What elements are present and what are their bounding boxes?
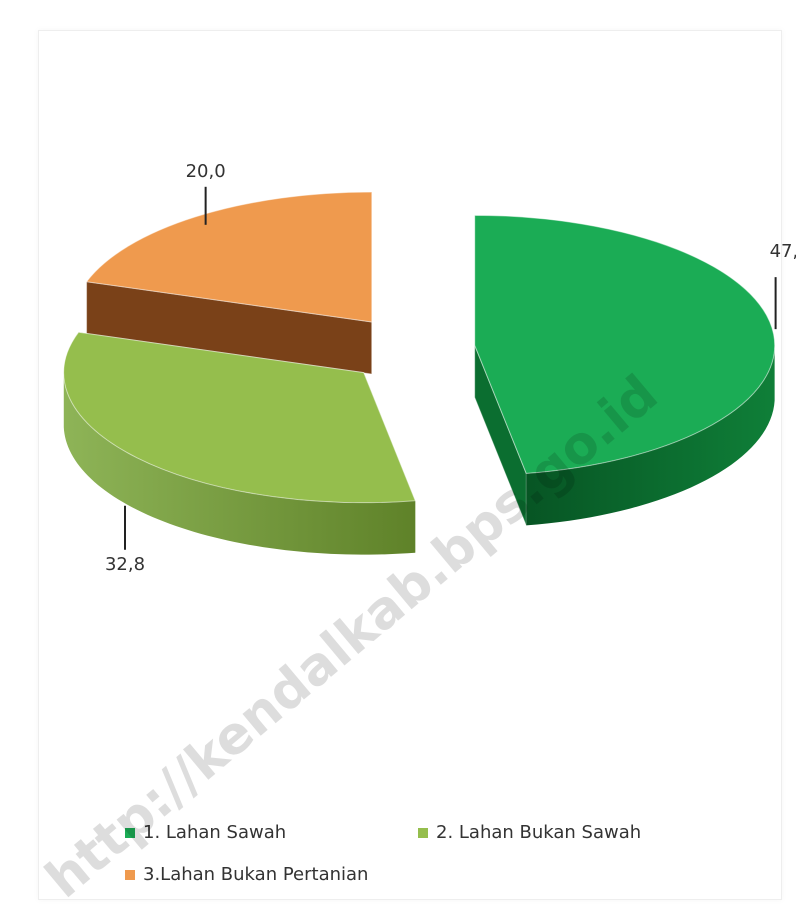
legend-swatch-1 <box>125 828 135 838</box>
pie-slice-3-top <box>85 191 373 323</box>
pie-slice-3 <box>85 191 373 375</box>
data-label-3: 20,0 <box>186 161 226 182</box>
pie-slice-2 <box>63 331 416 555</box>
legend: 1. Lahan Sawah 2. Lahan Bukan Sawah 3.Laha… <box>125 822 641 885</box>
chart-frame <box>38 30 782 900</box>
legend-label-3: 3.Lahan Bukan Pertanian <box>143 864 368 885</box>
legend-swatch-3 <box>125 870 135 880</box>
pie-slice-1 <box>474 214 776 526</box>
legend-item-3: 3.Lahan Bukan Pertanian <box>125 864 368 885</box>
pie-slice-1-top <box>474 214 776 474</box>
legend-label-2: 2. Lahan Bukan Sawah <box>436 822 641 843</box>
pie-slice-2-top <box>63 331 416 504</box>
legend-item-1: 1. Lahan Sawah <box>125 822 286 843</box>
data-label-2: 32,8 <box>105 554 145 575</box>
pie-slice-2-outer-face <box>63 375 416 555</box>
legend-label-1: 1. Lahan Sawah <box>143 822 286 843</box>
legend-swatch-2 <box>418 828 428 838</box>
data-label-1: 47,3 <box>770 241 796 262</box>
legend-item-2: 2. Lahan Bukan Sawah <box>418 822 641 843</box>
pie-slice-1-outer-face <box>526 348 775 526</box>
